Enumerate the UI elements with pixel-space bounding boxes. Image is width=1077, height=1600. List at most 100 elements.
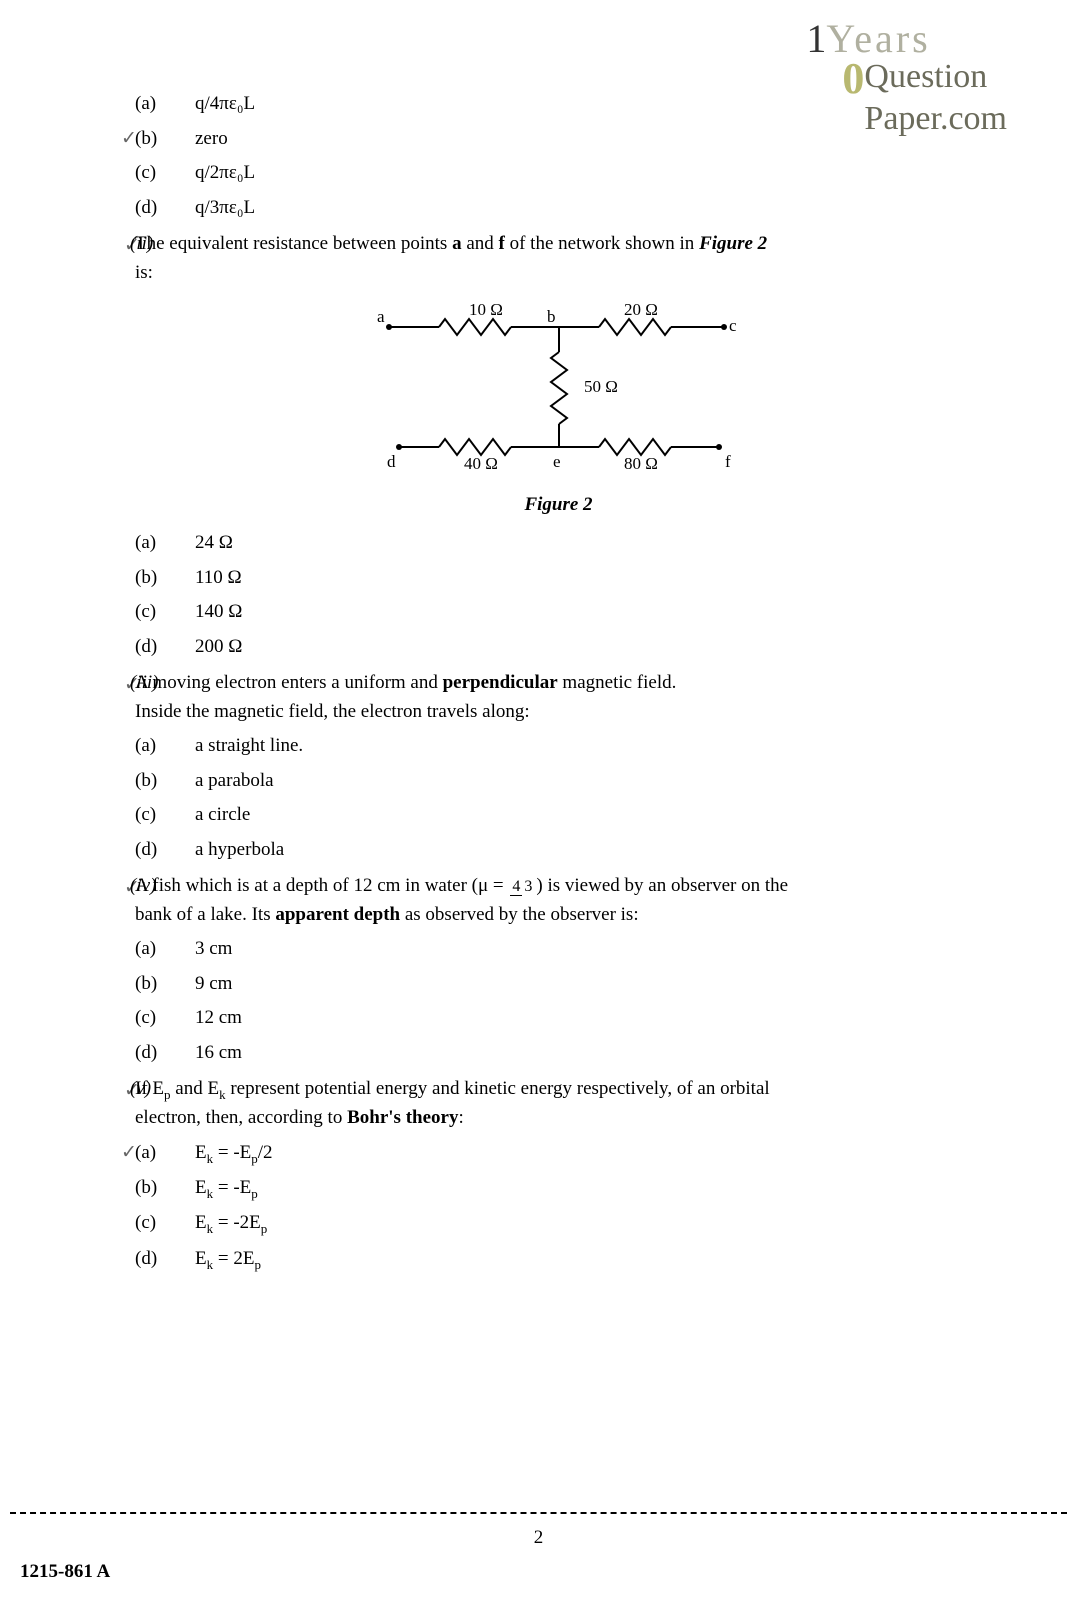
q4-a-text: 3 cm: [195, 935, 232, 964]
node-e: e: [553, 452, 561, 471]
q2-and: and: [462, 233, 499, 254]
q2-stem-post: of the network shown in: [505, 233, 699, 254]
q4-d-label: (d): [135, 1039, 195, 1068]
q3-stem: A moving electron enters a uniform and p…: [135, 669, 1017, 726]
q3-d-label: (d): [135, 836, 195, 865]
q3-number: (iii): [130, 669, 159, 698]
footer-dashline: [10, 1512, 1067, 1514]
paper-code: 1215-861 A: [20, 1558, 110, 1587]
q5-stem: If Ep and Ek represent potential energy …: [135, 1075, 1017, 1133]
question-ii: ✓ (ii) The equivalent resistance between…: [100, 230, 1017, 661]
page-content: (a)q/4πε₀L ✓(b)zero (c)q/2πε₀L (d)q/3πε₀…: [100, 90, 1017, 1274]
q5-c-text: Ek = -2Ep: [195, 1209, 267, 1238]
tick-icon: ✓: [121, 1139, 137, 1168]
q4-a-label: (a): [135, 935, 195, 964]
page-number: 2: [534, 1527, 544, 1548]
q4-d-text: 16 cm: [195, 1039, 242, 1068]
q5-d-label: (d): [135, 1245, 195, 1274]
q2-a-text: 24 Ω: [195, 529, 233, 558]
q5-number: (v): [130, 1075, 151, 1104]
node-b: b: [547, 307, 556, 326]
q5-options: ✓(a)Ek = -Ep/2 (b)Ek = -Ep (c)Ek = -2Ep …: [135, 1139, 1017, 1274]
q5-a-text: Ek = -Ep/2: [195, 1139, 273, 1168]
node-f: f: [725, 452, 731, 471]
figure-caption: Figure 2: [369, 491, 749, 520]
q2-c-label: (c): [135, 598, 195, 627]
question-iv: ✓ (iv) A fish which is at a depth of 12 …: [100, 872, 1017, 1067]
q4-stem1: A fish which is at a depth of 12 cm in w…: [135, 875, 508, 896]
r-ab: 10 Ω: [469, 300, 503, 319]
q2-options: (a)24 Ω (b)110 Ω (c)140 Ω (d)200 Ω: [135, 529, 1017, 661]
q5-b-label: (b): [135, 1174, 195, 1203]
q5-a-label: (a): [135, 1139, 195, 1168]
q4-stem3: bank of a lake. Its: [135, 904, 275, 925]
node-c: c: [729, 316, 737, 335]
q2-c-text: 140 Ω: [195, 598, 242, 627]
q2-b-text: 110 Ω: [195, 564, 242, 593]
r-be: 50 Ω: [584, 377, 618, 396]
q3-a-label: (a): [135, 732, 195, 761]
q5-stem3: represent potential energy and kinetic e…: [226, 1078, 770, 1099]
q5-colon: :: [458, 1107, 463, 1128]
q1-c-text: q/2πε₀L: [195, 159, 255, 188]
q4-c-text: 12 cm: [195, 1004, 242, 1033]
watermark-paper: Paper.com: [864, 100, 1007, 137]
q3-c-text: a circle: [195, 801, 250, 830]
q3-b-label: (b): [135, 767, 195, 796]
r-bc: 20 Ω: [624, 300, 658, 319]
q3-stem3: Inside the magnetic field, the electron …: [135, 701, 530, 722]
q4-b-label: (b): [135, 970, 195, 999]
node-d: d: [387, 452, 396, 471]
q2-d-text: 200 Ω: [195, 633, 242, 662]
q4-options: (a)3 cm (b)9 cm (c)12 cm (d)16 cm: [135, 935, 1017, 1067]
q3-c-label: (c): [135, 801, 195, 830]
q2-is: is:: [135, 262, 153, 283]
q1-c-label: (c): [135, 159, 195, 188]
q3-stem1: A moving electron enters a uniform and: [135, 672, 443, 693]
q4-c-label: (c): [135, 1004, 195, 1033]
q4-stem4: as observed by the observer is:: [400, 904, 639, 925]
q4-frac-num: 4: [510, 878, 522, 896]
q3-options: (a)a straight line. (b)a parabola (c)a c…: [135, 732, 1017, 864]
circuit-figure: a 10 Ω b 20 Ω c 50 Ω d 40 Ω e 80 Ω f Fig…: [369, 297, 749, 519]
q2-d-label: (d): [135, 633, 195, 662]
q2-b-label: (b): [135, 564, 195, 593]
page-footer: 2: [0, 1512, 1077, 1553]
q1-b-label: (b): [135, 125, 195, 154]
q3-b-text: a parabola: [195, 767, 274, 796]
q1-d-text: q/3πε₀L: [195, 194, 255, 223]
q5-c-label: (c): [135, 1209, 195, 1238]
q4-stem2: ) is viewed by an observer on the: [536, 875, 788, 896]
q4-stem: A fish which is at a depth of 12 cm in w…: [135, 872, 1017, 929]
q5-d-text: Ek = 2Ep: [195, 1245, 261, 1274]
question-iii: ✓ (iii) A moving electron enters a unifo…: [100, 669, 1017, 864]
q3-stem2: magnetic field.: [558, 672, 677, 693]
q2-stem: The equivalent resistance between points…: [135, 230, 1017, 287]
node-a: a: [377, 307, 385, 326]
watermark-one: 1: [806, 16, 826, 61]
q2-figref: Figure 2: [699, 233, 767, 254]
q4-apparent: apparent depth: [275, 904, 400, 925]
q1-d-label: (d): [135, 194, 195, 223]
question-v: ✓ (v) If Ep and Ek represent potential e…: [100, 1075, 1017, 1274]
q4-number: (iv): [130, 872, 156, 901]
q2-point-a: a: [452, 233, 462, 254]
q1-a-label: (a): [135, 90, 195, 119]
q5-bohr: Bohr's theory: [347, 1107, 458, 1128]
r-de: 40 Ω: [464, 454, 498, 473]
q2-a-label: (a): [135, 529, 195, 558]
q1-b-text: zero: [195, 125, 228, 154]
q2-number: (ii): [130, 230, 153, 259]
q5-stem2: and E: [171, 1078, 220, 1099]
q4-frac-den: 3: [522, 878, 534, 895]
q3-a-text: a straight line.: [195, 732, 303, 761]
q5-b-text: Ek = -Ep: [195, 1174, 258, 1203]
watermark-logo: 1Years 0Question 0Paper.com: [806, 20, 1007, 142]
q2-stem-pre: The equivalent resistance between points: [135, 233, 452, 254]
tick-icon: ✓: [121, 125, 137, 154]
q4-b-text: 9 cm: [195, 970, 232, 999]
q1-a-text: q/4πε₀L: [195, 90, 255, 119]
q5-stem4: electron, then, according to: [135, 1107, 347, 1128]
watermark-zero: 0: [842, 54, 864, 103]
q3-d-text: a hyperbola: [195, 836, 284, 865]
